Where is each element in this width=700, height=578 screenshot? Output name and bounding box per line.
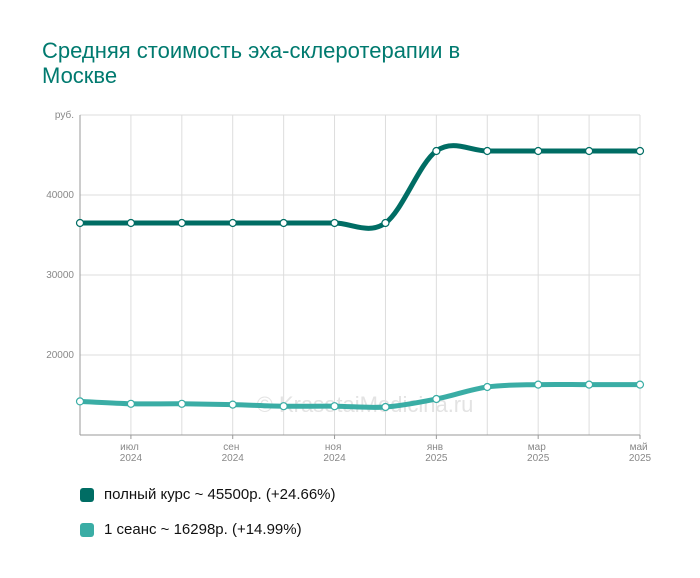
legend-label: полный курс ~ 45500р. (+24.66%) [104,486,336,503]
data-point [432,394,441,404]
y-axis-label: руб. [55,109,74,121]
legend-label: 1 сеанс ~ 16298р. (+14.99%) [104,521,302,538]
data-point [584,380,594,389]
data-point [432,146,441,156]
data-point [381,218,390,228]
legend-item[interactable]: 1 сеанс ~ 16298р. (+14.99%) [80,521,302,538]
data-point [483,382,492,392]
data-point [75,218,85,228]
x-tick-label: сен 2024 [222,442,245,464]
data-point [534,380,543,389]
data-point [534,146,543,156]
data-point [635,380,645,389]
x-tick-label: май 2025 [629,442,652,464]
y-tick-label: 40000 [46,190,74,201]
y-tick-label: 20000 [46,350,74,361]
data-point [75,397,85,406]
series-line [77,143,643,231]
x-tick-label: ноя 2024 [323,442,346,464]
chart-title: Средняя стоимость эха-склеротерапии в Мо… [42,38,461,88]
data-point [483,146,492,156]
y-tick-label: 30000 [46,270,74,281]
data-point [126,399,136,408]
data-point [177,399,186,408]
legend-swatch [80,487,94,502]
data-point [177,218,186,228]
data-point [330,402,339,411]
data-point [279,218,288,228]
series-line [77,381,643,410]
legend-swatch [80,522,94,537]
x-tick-label: июл 2024 [120,442,143,464]
data-point [330,218,339,228]
data-point [584,146,594,156]
legend-item[interactable]: полный курс ~ 45500р. (+24.66%) [80,486,336,503]
x-tick-label: янв 2025 [425,442,448,464]
data-point [228,218,237,228]
data-point [381,402,390,412]
data-point [279,402,288,411]
x-tick-label: мар 2025 [527,442,550,464]
data-point [228,400,237,409]
data-point [635,146,645,156]
data-point [126,218,136,228]
